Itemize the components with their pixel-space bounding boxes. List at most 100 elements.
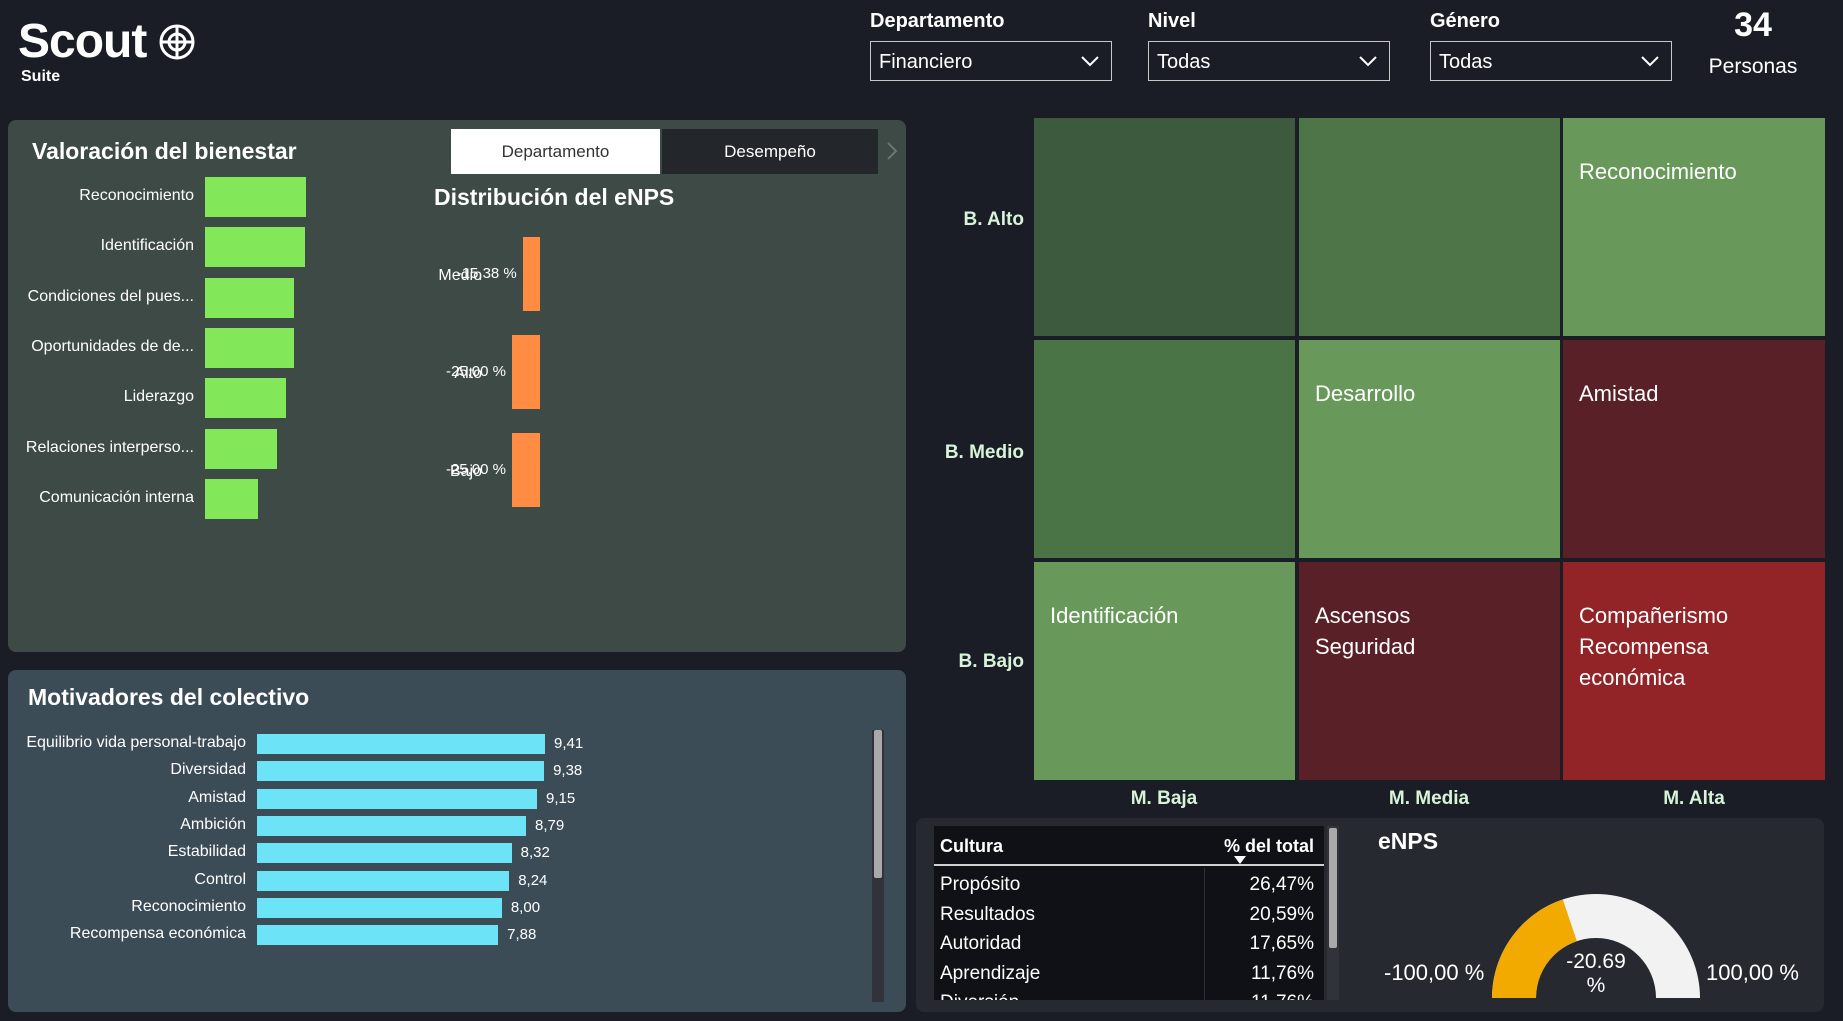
- filter-label: Género: [1430, 10, 1501, 32]
- chevron-down-icon: [1359, 56, 1377, 67]
- motivators-title: Motivadores del colectivo: [28, 684, 310, 710]
- motivator-bar: [257, 897, 502, 918]
- bar-label: Liderazgo: [123, 388, 194, 406]
- table-row[interactable]: Autoridad 17,65%: [934, 931, 1324, 959]
- matrix-cell[interactable]: Desarrollo: [1299, 340, 1560, 558]
- motivator-bar: [257, 870, 510, 891]
- filter-genero: Género Todas: [1430, 10, 1672, 81]
- header-cultura[interactable]: Cultura: [940, 836, 1003, 856]
- table-row[interactable]: Propósito 26,47%: [934, 872, 1324, 900]
- motivators-panel: Motivadores del colectivo Equilibrio vid…: [8, 670, 906, 1012]
- bar-label: Identificación: [100, 237, 194, 255]
- people-count-card: 34 Personas: [1690, 6, 1816, 79]
- matrix-cell[interactable]: [1034, 118, 1295, 336]
- motivator-label: Equilibrio vida personal-trabajo: [26, 734, 246, 751]
- bar-label: Reconocimiento: [79, 187, 194, 204]
- chevron-right-icon[interactable]: [885, 141, 899, 161]
- people-count: 34: [1734, 6, 1772, 44]
- motivator-label: Diversidad: [170, 761, 246, 779]
- dropdown-value: Financiero: [879, 51, 973, 73]
- matrix-row-label: B. Alto: [963, 209, 1024, 230]
- culture-table: Cultura % del total Propósito 26,47% Resul…: [934, 826, 1324, 1000]
- matrix-col-label: M. Media: [1388, 788, 1470, 809]
- wellbeing-bar: [205, 378, 286, 419]
- bar-label: Oportunidades de de...: [31, 337, 194, 355]
- matrix-col-label: M. Alta: [1663, 788, 1725, 809]
- wellbeing-bar: [205, 478, 258, 519]
- bar-label: Condiciones del pues...: [27, 287, 194, 305]
- enps-value-label: -25,00 %: [445, 461, 506, 478]
- enps-row-label: Alto: [454, 365, 482, 382]
- nivel-dropdown[interactable]: Todas: [1148, 41, 1390, 81]
- filter-label: Nivel: [1148, 10, 1196, 32]
- bar-label: Relaciones interperso...: [25, 438, 194, 456]
- wellbeing-bar: [205, 227, 305, 268]
- matrix-cell-text: Amistad: [1579, 381, 1659, 406]
- motivator-bar: [257, 925, 499, 946]
- motivator-label: Amistad: [188, 788, 246, 806]
- table-row[interactable]: Resultados 20,59%: [934, 902, 1324, 930]
- table-cell-percent: 11,76%: [1251, 992, 1314, 1000]
- table-cell-cultura: Aprendizaje: [940, 962, 1041, 984]
- table-cell-percent: 17,65%: [1249, 933, 1314, 954]
- motivator-value: 8,32: [520, 844, 550, 862]
- table-row[interactable]: Aprendizaje 11,76%: [934, 961, 1324, 989]
- motivator-value: 8,24: [518, 871, 548, 889]
- matrix-cell[interactable]: Identificación: [1034, 562, 1295, 780]
- motivators-scrollbar[interactable]: [872, 730, 884, 1002]
- enps-value-label: -25,00 %: [445, 363, 506, 380]
- gauge-value-label: -20.69 %: [1566, 950, 1626, 997]
- header-percent-total[interactable]: % del total: [1223, 836, 1314, 856]
- enps-bar: [522, 237, 540, 311]
- motivator-bar: [257, 815, 526, 836]
- matrix-cell-text: Identificación: [1050, 603, 1179, 628]
- matrix-cell[interactable]: Compañerismo Recompensa económica: [1563, 562, 1825, 780]
- wellbeing-bar: [205, 428, 277, 469]
- sort-desc-icon: [1234, 856, 1246, 864]
- gauge-max-label: 100,00 %: [1706, 960, 1799, 985]
- scout-logo-icon: [159, 24, 195, 60]
- gauge-min-label: -100,00 %: [1384, 960, 1485, 985]
- table-row[interactable]: Diversión 11,76%: [934, 990, 1324, 1000]
- motivator-label: Recompensa económica: [69, 925, 246, 943]
- departamento-dropdown[interactable]: Financiero: [870, 41, 1112, 81]
- scrollbar-thumb[interactable]: [874, 730, 882, 878]
- wellbeing-chart: Reconocimiento Identificación Condiciones …: [8, 120, 428, 652]
- chevron-down-icon: [1081, 56, 1099, 67]
- culture-enps-panel: Cultura % del total Propósito 26,47% Resul…: [916, 818, 1824, 1012]
- culture-scrollbar[interactable]: [1327, 826, 1339, 1000]
- wellbeing-motivation-matrix: Reconocimiento Desarrollo Amistad Identific…: [920, 118, 1830, 818]
- motivator-bar: [257, 843, 512, 864]
- enps-row-label: Bajo: [449, 463, 482, 480]
- filter-nivel: Nivel Todas: [1148, 10, 1390, 81]
- table-header: Cultura % del total: [934, 826, 1324, 866]
- matrix-cell[interactable]: Ascensos Seguridad: [1299, 562, 1560, 780]
- enps-row-label: Medio: [438, 267, 482, 284]
- matrix-cell[interactable]: [1034, 340, 1295, 558]
- scrollbar-thumb[interactable]: [1329, 828, 1337, 948]
- matrix-cell-text: Desarrollo: [1315, 381, 1416, 406]
- tab-departamento[interactable]: Departamento: [451, 129, 660, 174]
- table-cell-percent: 20,59%: [1249, 903, 1314, 925]
- motivator-value: 9,38: [553, 762, 583, 780]
- motivators-chart: Equilibrio vida personal-trabajo 9,41 Dive…: [8, 670, 868, 1012]
- tab-desempeno[interactable]: Desempeño: [662, 129, 878, 174]
- matrix-col-label: M. Baja: [1130, 788, 1198, 809]
- enps-bar: [512, 433, 540, 507]
- wellbeing-bar: [205, 277, 294, 318]
- dropdown-value: Todas: [1439, 51, 1493, 73]
- motivator-label: Control: [194, 870, 246, 888]
- motivator-value: 8,00: [510, 898, 541, 916]
- matrix-cell[interactable]: [1299, 118, 1560, 336]
- genero-dropdown[interactable]: Todas: [1430, 41, 1672, 81]
- matrix-row-label: B. Bajo: [958, 651, 1024, 672]
- matrix-cell[interactable]: Reconocimiento: [1563, 118, 1825, 336]
- matrix-cell-text: Compañerismo Recompensa económica: [1579, 603, 1729, 690]
- table-cell-cultura: Diversión: [940, 992, 1019, 1000]
- chevron-down-icon: [1641, 56, 1659, 67]
- wellbeing-title: Valoración del bienestar: [32, 138, 297, 164]
- matrix-cell[interactable]: Amistad: [1563, 340, 1825, 558]
- table-cell-percent: 26,47%: [1249, 874, 1314, 895]
- motivator-label: Reconocimiento: [131, 897, 246, 915]
- table-cell-cultura: Autoridad: [940, 933, 1022, 954]
